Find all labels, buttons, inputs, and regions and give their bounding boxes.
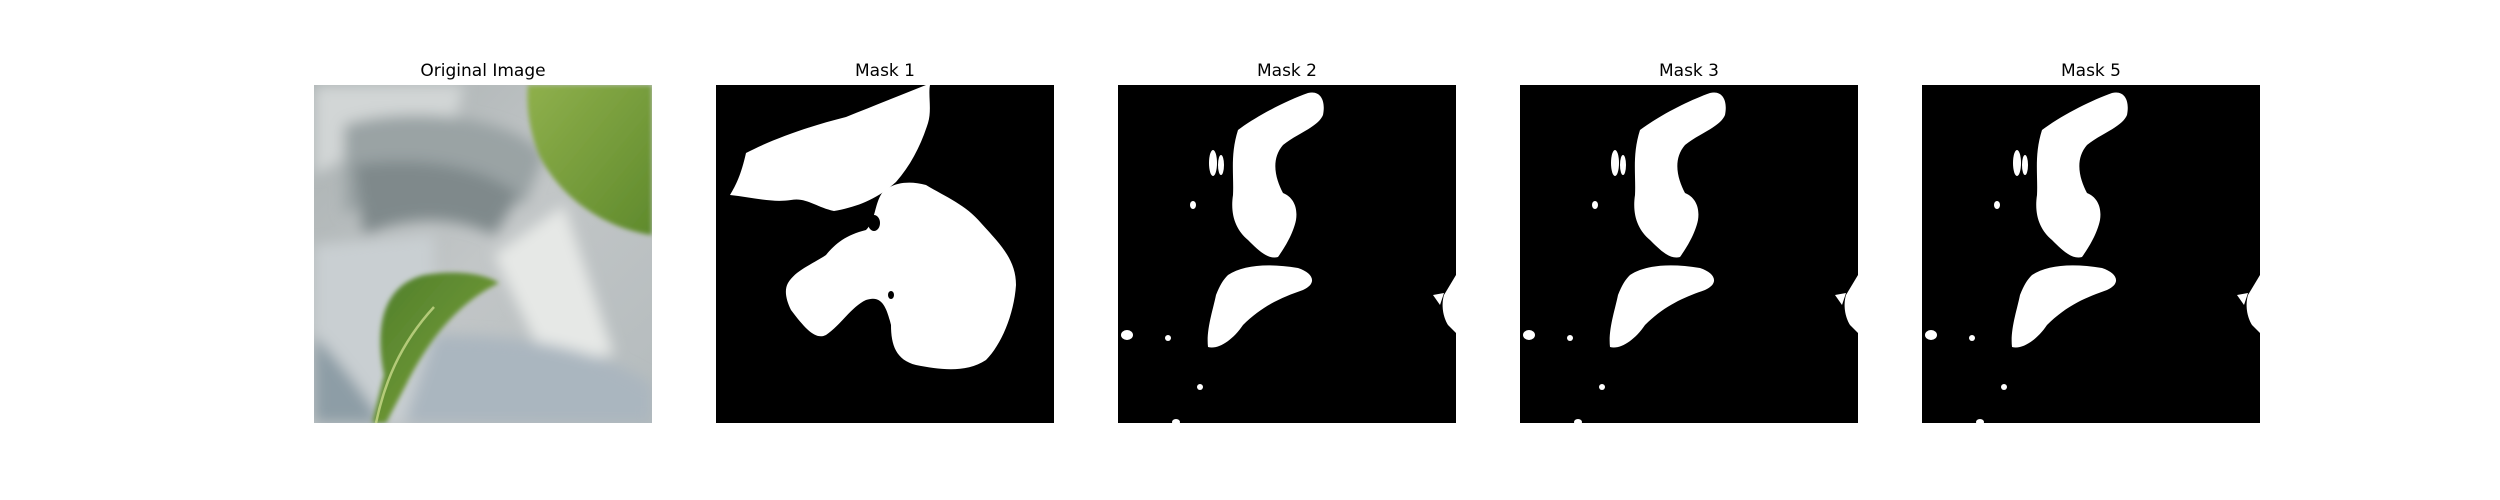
panel-title: Mask 1 <box>854 61 915 81</box>
panel-title: Mask 3 <box>1658 61 1719 81</box>
original-image-panel: Original Image <box>313 58 653 423</box>
panel-title: Mask 5 <box>2060 61 2121 81</box>
mask-5-image <box>1922 85 2260 423</box>
panel-title: Mask 2 <box>1256 61 1317 81</box>
mask-1-graphic <box>716 85 1054 423</box>
mask-1-panel: Mask 1 <box>715 58 1055 423</box>
mask-3-graphic <box>1520 85 1858 423</box>
mask-3-panel: Mask 3 <box>1519 58 1859 423</box>
mask-5-panel: Mask 5 <box>1921 58 2261 423</box>
mask-1-image <box>716 85 1054 423</box>
original-photo-graphic <box>314 85 652 423</box>
original-image <box>314 85 652 423</box>
mask-2-image <box>1118 85 1456 423</box>
mask-2-panel: Mask 2 <box>1117 58 1457 423</box>
mask-2-graphic <box>1118 85 1456 423</box>
mask-3-image <box>1520 85 1858 423</box>
panel-title: Original Image <box>420 61 546 81</box>
mask-5-graphic <box>1922 85 2260 423</box>
